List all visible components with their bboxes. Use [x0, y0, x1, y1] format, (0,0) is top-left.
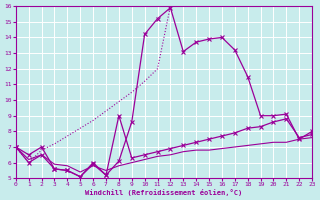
X-axis label: Windchill (Refroidissement éolien,°C): Windchill (Refroidissement éolien,°C) — [85, 189, 243, 196]
